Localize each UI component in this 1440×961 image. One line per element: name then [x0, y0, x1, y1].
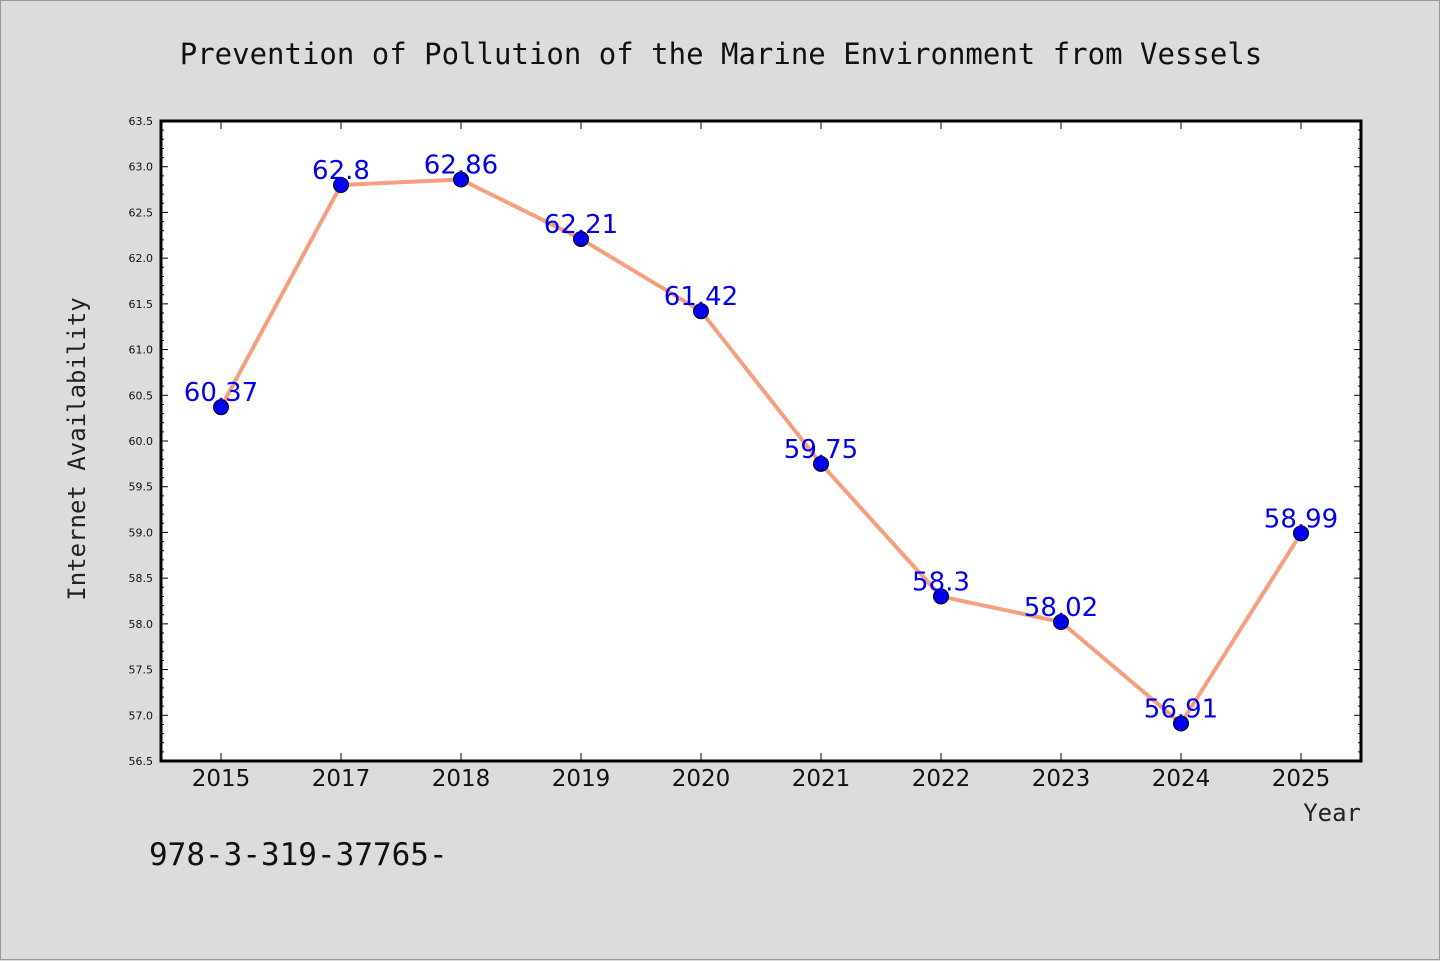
- y-tick-label: 61.5: [129, 298, 154, 311]
- data-point: [213, 399, 229, 416]
- data-label: 62.8: [312, 156, 370, 186]
- y-tick-label: 56.5: [129, 755, 154, 768]
- data-label: 59.75: [784, 435, 858, 465]
- data-label: 56.91: [1144, 695, 1218, 725]
- data-point: [333, 177, 349, 193]
- x-tick-label: 2019: [552, 766, 611, 792]
- y-axis-ticks: 56.5 57.0 57.5 58.0 58.5 59.0 59.5 60.0 60.5 61.0…: [129, 115, 1361, 768]
- data-label: 58.99: [1264, 504, 1338, 534]
- data-label: 62.86: [424, 151, 498, 181]
- x-tick-label: 2017: [312, 766, 371, 792]
- chart-title: Prevention of Pollution of the Marine En…: [180, 37, 1263, 71]
- x-tick-label: 2024: [1152, 766, 1211, 792]
- x-tick-label: 2021: [792, 766, 851, 792]
- data-label: 58.3: [912, 567, 970, 597]
- x-tick-label: 2015: [192, 766, 251, 792]
- y-tick-label: 58.0: [129, 618, 154, 631]
- footnote: 978-3-319-37765-: [149, 837, 448, 873]
- data-point: [933, 588, 949, 605]
- y-tick-label: 62.5: [129, 206, 154, 219]
- plot-frame: [159, 119, 1363, 763]
- y-tick-label: 63.5: [129, 115, 154, 128]
- x-axis-label: Year: [1303, 799, 1361, 827]
- x-tick-label: 2025: [1272, 766, 1331, 792]
- data-label: 58.02: [1024, 593, 1098, 623]
- series-line: [219, 177, 1303, 726]
- x-tick-label: 2022: [912, 766, 971, 792]
- y-tick-label: 57.0: [129, 709, 154, 722]
- x-axis-ticks: 2015 2017 2018 2019 2020 2021 2022 2023 2024 2025: [192, 121, 1331, 792]
- x-tick-label: 2023: [1032, 766, 1091, 792]
- x-tick-label: 2020: [672, 766, 731, 792]
- y-tick-label: 57.5: [129, 664, 154, 677]
- y-tick-label: 61.0: [129, 344, 154, 357]
- y-tick-label: 62.0: [129, 252, 154, 265]
- y-tick-label: 60.0: [129, 435, 154, 448]
- data-label: 62.21: [544, 210, 618, 240]
- data-label: 60.37: [184, 378, 258, 408]
- data-label: 61.42: [664, 282, 738, 312]
- data-point: [453, 171, 469, 188]
- y-axis-label: Internet Availability: [63, 297, 91, 600]
- x-tick-label: 2018: [432, 766, 491, 792]
- data-point: [1293, 525, 1309, 542]
- y-tick-label: 59.0: [129, 526, 154, 539]
- data-point: [1053, 614, 1069, 631]
- y-tick-label: 58.5: [129, 572, 154, 585]
- data-point: [693, 303, 709, 320]
- y-tick-label: 59.5: [129, 481, 154, 494]
- y-tick-label: 60.5: [129, 389, 154, 402]
- data-point: [1173, 715, 1189, 732]
- data-point: [573, 230, 589, 247]
- series-markers: [213, 171, 1309, 732]
- data-labels: 60.37 62.8 62.86 62.21 61.42 59.75 58.3 58.02 56…: [184, 151, 1338, 725]
- data-point: [813, 455, 829, 472]
- y-tick-label: 63.0: [129, 161, 154, 174]
- plot-area: [161, 121, 1361, 761]
